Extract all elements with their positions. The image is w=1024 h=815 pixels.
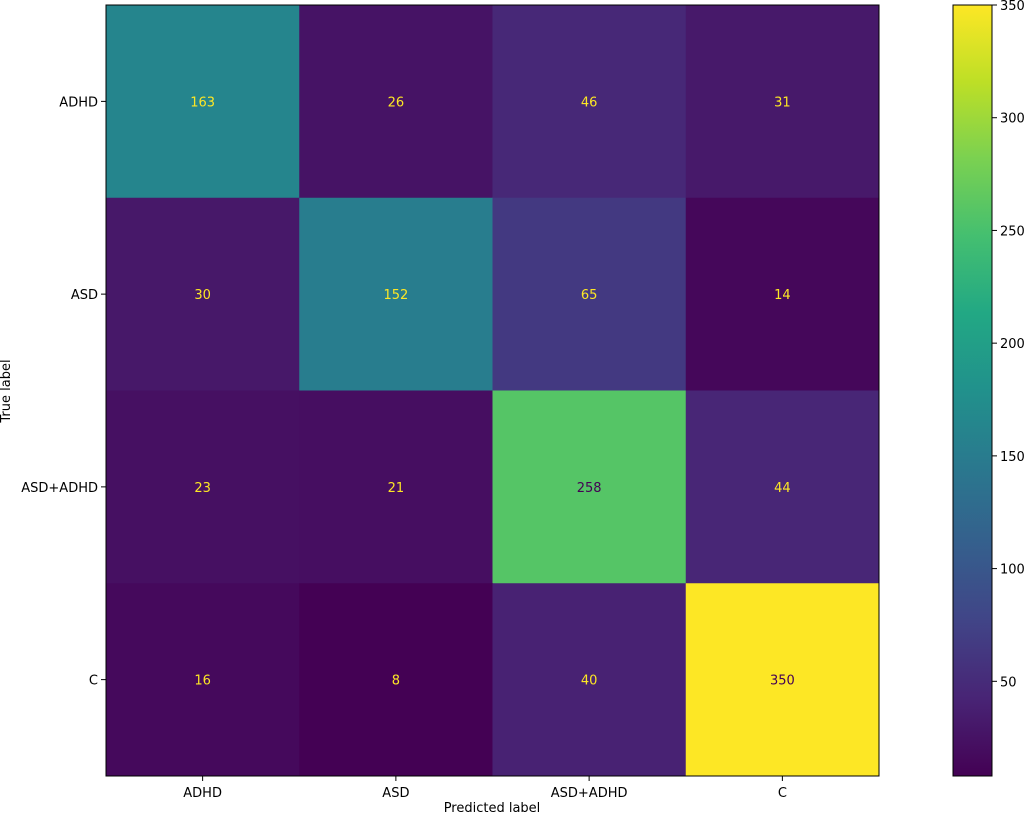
- matrix-cell: [106, 197, 300, 391]
- matrix-cell: [685, 5, 880, 199]
- matrix-cell: [685, 390, 880, 584]
- colorbar-tick-label: 250: [1000, 224, 1024, 239]
- x-axis-ticks: ADHD ASD ASD+ADHD C: [183, 776, 787, 801]
- y-tick-label: ASD+ADHD: [21, 481, 98, 496]
- matrix-cell: [492, 197, 687, 391]
- matrix-cell: [299, 583, 493, 777]
- matrix-cell: [492, 390, 687, 584]
- cell-value-label: 26: [388, 95, 405, 110]
- x-tick-label: C: [778, 786, 787, 801]
- y-tick-label: ASD: [71, 288, 98, 303]
- cell-value-label: 65: [581, 288, 598, 303]
- colorbar-tick-label: 50: [1000, 675, 1017, 690]
- matrix-cells: [106, 5, 880, 777]
- matrix-cell: [299, 5, 493, 199]
- x-axis-label: Predicted label: [444, 801, 541, 815]
- matrix-cell: [106, 583, 300, 777]
- colorbar-tick-label: 100: [1000, 563, 1024, 578]
- cell-value-label: 31: [774, 95, 791, 110]
- cell-value-label: 163: [190, 95, 215, 110]
- cell-value-label: 21: [388, 481, 405, 496]
- colorbar-ticks: 50 100 150 200 250 300 350: [992, 0, 1024, 690]
- colorbar-tick-label: 200: [1000, 337, 1024, 352]
- cell-value-labels: 163 26 46 31 30 152 65 14 23 21 258 44 16 8 40 350: [190, 95, 795, 688]
- colorbar-tick-label: 300: [1000, 112, 1024, 127]
- cell-value-label: 16: [194, 674, 211, 689]
- y-tick-label: C: [89, 674, 98, 689]
- matrix-cell: [685, 583, 880, 777]
- cell-value-label: 14: [774, 288, 791, 303]
- cell-value-label: 152: [383, 288, 408, 303]
- cell-value-label: 258: [577, 481, 602, 496]
- colorbar-tick-label: 350: [1000, 0, 1024, 14]
- matrix-cell: [492, 583, 687, 777]
- cell-value-label: 40: [581, 674, 598, 689]
- matrix-cell: [106, 5, 300, 199]
- y-axis-ticks: ADHD ASD ASD+ADHD C: [21, 95, 106, 689]
- matrix-cell: [492, 5, 687, 199]
- x-tick-label: ASD+ADHD: [551, 786, 628, 801]
- plot-frame: [105, 4, 880, 777]
- matrix-cell: [685, 197, 880, 391]
- y-tick-label: ADHD: [59, 95, 98, 110]
- cell-value-label: 350: [770, 674, 795, 689]
- cell-value-label: 30: [194, 288, 211, 303]
- cell-value-label: 23: [194, 481, 211, 496]
- colorbar: [952, 4, 993, 777]
- cell-value-label: 46: [581, 95, 598, 110]
- matrix-cell: [106, 390, 300, 584]
- matrix-cell: [299, 390, 493, 584]
- x-tick-label: ASD: [382, 786, 409, 801]
- colorbar-tick-label: 150: [1000, 450, 1024, 465]
- cell-value-label: 8: [392, 674, 400, 689]
- matrix-cell: [299, 197, 493, 391]
- x-tick-label: ADHD: [183, 786, 222, 801]
- y-axis-label: True label: [0, 359, 14, 423]
- cell-value-label: 44: [774, 481, 791, 496]
